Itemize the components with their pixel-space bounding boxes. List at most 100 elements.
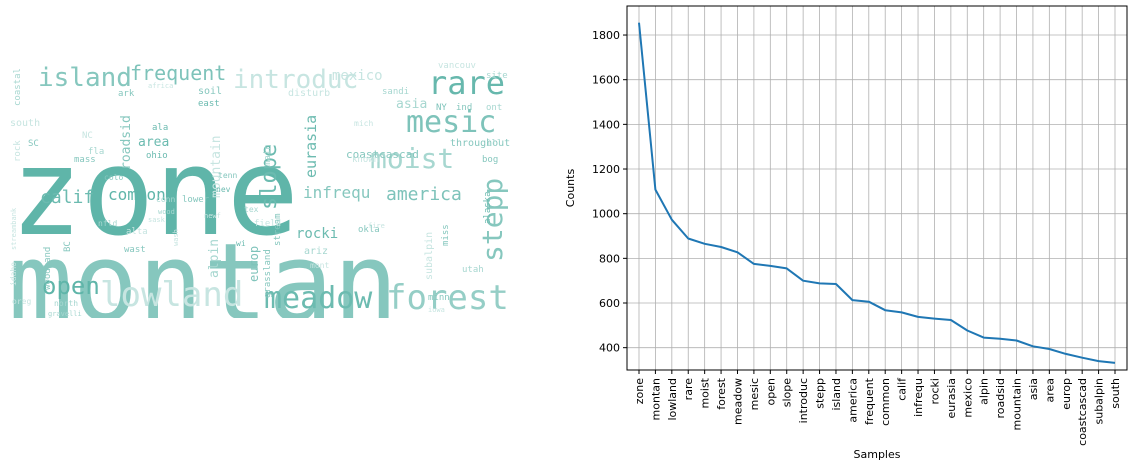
x-tick-label: forest xyxy=(715,377,728,409)
word-cloud-word: common xyxy=(108,185,166,204)
x-tick-label: coastcascad xyxy=(1076,378,1089,446)
word-cloud-word: ill xyxy=(486,139,502,149)
word-cloud-word: zone xyxy=(10,124,299,263)
word-cloud-word: east xyxy=(198,99,220,109)
y-tick-label: 600 xyxy=(599,297,620,310)
x-tick-label: europ xyxy=(1060,378,1073,410)
x-tick-label: meadow xyxy=(731,378,744,425)
word-cloud-word: introduc xyxy=(233,65,358,95)
word-cloud-word: area xyxy=(138,135,169,150)
word-cloud-word: idaho xyxy=(9,262,18,286)
word-cloud-word: tenn xyxy=(218,171,237,180)
y-tick-label: 1800 xyxy=(592,29,620,42)
y-tick-label: 400 xyxy=(599,342,620,355)
x-tick-label: subalpin xyxy=(1093,378,1106,425)
word-cloud-word: tex xyxy=(244,205,259,214)
word-cloud-word: mesic xyxy=(406,105,496,140)
y-tick-label: 1400 xyxy=(592,118,620,131)
word-cloud-word: stepp xyxy=(476,178,509,262)
word-cloud-word: subalpin xyxy=(424,232,435,280)
x-tick-label: frequent xyxy=(863,377,876,425)
word-cloud-word: north xyxy=(54,299,78,308)
word-cloud-word: alaska xyxy=(483,191,493,224)
word-cloud-word: known xyxy=(352,155,379,165)
word-cloud-word: mexico xyxy=(332,68,383,84)
word-cloud-word: island xyxy=(38,63,132,93)
x-tick-label: asia xyxy=(1027,378,1040,400)
word-cloud-word: ont xyxy=(486,103,502,113)
word-cloud-word: coastal xyxy=(13,68,23,106)
word-cloud-word: wi xyxy=(236,239,246,248)
word-cloud-word: gravelli xyxy=(48,310,82,318)
word-cloud-word: ind xyxy=(456,103,472,113)
x-tick-label: island xyxy=(830,378,843,411)
word-cloud-word: lower xyxy=(182,195,210,205)
word-cloud-word: forest xyxy=(386,278,509,318)
word-cloud-word: utah xyxy=(462,265,484,275)
x-tick-label: lowland xyxy=(666,378,679,421)
word-cloud-word: ohio xyxy=(146,151,168,161)
word-cloud-word: roadsid xyxy=(119,115,134,170)
series-layer xyxy=(638,22,1116,364)
word-cloud-word: SC xyxy=(28,139,39,149)
word-cloud-word: soil xyxy=(198,86,222,97)
word-cloud-word: slope xyxy=(257,144,282,210)
word-cloud-word: newf xyxy=(204,212,221,220)
word-cloud-word: meadow xyxy=(264,281,373,316)
word-cloud-word: lowland xyxy=(100,275,243,315)
word-cloud: zone montan lowland meadow forest rare mesic mo… xyxy=(8,50,516,318)
x-tick-label: roadsid xyxy=(994,378,1007,419)
x-tick-label: america xyxy=(846,378,859,423)
x-tick-label: slope xyxy=(781,378,794,407)
word-cloud-word: wood xyxy=(158,208,175,216)
word-cloud-word: grassland xyxy=(263,249,273,298)
x-tick-label: mexico xyxy=(961,378,974,418)
word-cloud-word: coastcascad xyxy=(346,148,419,161)
x-tick-label: infrequ xyxy=(912,378,925,417)
word-cloud-word: asia xyxy=(396,97,427,112)
word-cloud-word: throughout xyxy=(450,138,510,149)
word-cloud-word: main xyxy=(263,144,273,166)
word-cloud-word: rare xyxy=(428,64,505,102)
x-tick-label: common xyxy=(879,378,892,426)
word-cloud-word: NC xyxy=(82,131,93,141)
word-cloud-word: bog xyxy=(482,155,498,165)
x-tick-label: montan xyxy=(649,378,662,420)
x-tick-label: rocki xyxy=(928,378,941,405)
word-cloud-word: europ xyxy=(247,246,261,282)
word-cloud-word: disturb xyxy=(288,88,330,99)
word-cloud-word: mountain xyxy=(209,135,224,198)
word-cloud-word: alta xyxy=(126,227,148,237)
word-cloud-word: conn xyxy=(156,195,175,204)
y-tick-label: 1200 xyxy=(592,163,620,176)
x-tick-label: area xyxy=(1043,378,1056,403)
word-cloud-word: stream xyxy=(273,213,283,246)
y-axis-ticks: 400 600 800 1000 1200 1400 1600 1800 xyxy=(592,29,627,355)
word-cloud-word: fire xyxy=(368,222,385,230)
word-cloud-word: africa xyxy=(148,82,173,90)
x-axis-ticks: zone montan lowland rare moist forest meadow me… xyxy=(633,370,1122,446)
word-cloud-word: mont xyxy=(310,261,329,270)
word-cloud-word: rock xyxy=(13,140,23,162)
word-cloud-word: ala xyxy=(152,123,168,133)
x-tick-label: alpin xyxy=(978,378,991,405)
word-cloud-word: iowa xyxy=(428,306,445,314)
word-cloud-word: oreg xyxy=(12,297,31,306)
word-cloud-word: woodland xyxy=(43,247,53,290)
x-tick-label: calif xyxy=(896,377,909,401)
word-cloud-word: fla xyxy=(88,147,104,157)
word-cloud-word: sandi xyxy=(382,87,409,97)
word-cloud-word: miss xyxy=(441,224,451,246)
plot-frame xyxy=(626,5,1128,371)
word-cloud-word: NY xyxy=(436,103,447,113)
word-cloud-word: BC xyxy=(63,241,73,252)
x-tick-label: introduc xyxy=(797,378,810,423)
y-tick-label: 1600 xyxy=(592,74,620,87)
word-cloud-word: open xyxy=(42,272,100,300)
word-cloud-word: site xyxy=(486,71,508,81)
word-cloud-word: minn xyxy=(428,293,450,303)
word-cloud-word: moist xyxy=(370,142,454,175)
x-tick-label: stepp xyxy=(814,378,827,409)
word-cloud-word: montan xyxy=(8,221,398,318)
